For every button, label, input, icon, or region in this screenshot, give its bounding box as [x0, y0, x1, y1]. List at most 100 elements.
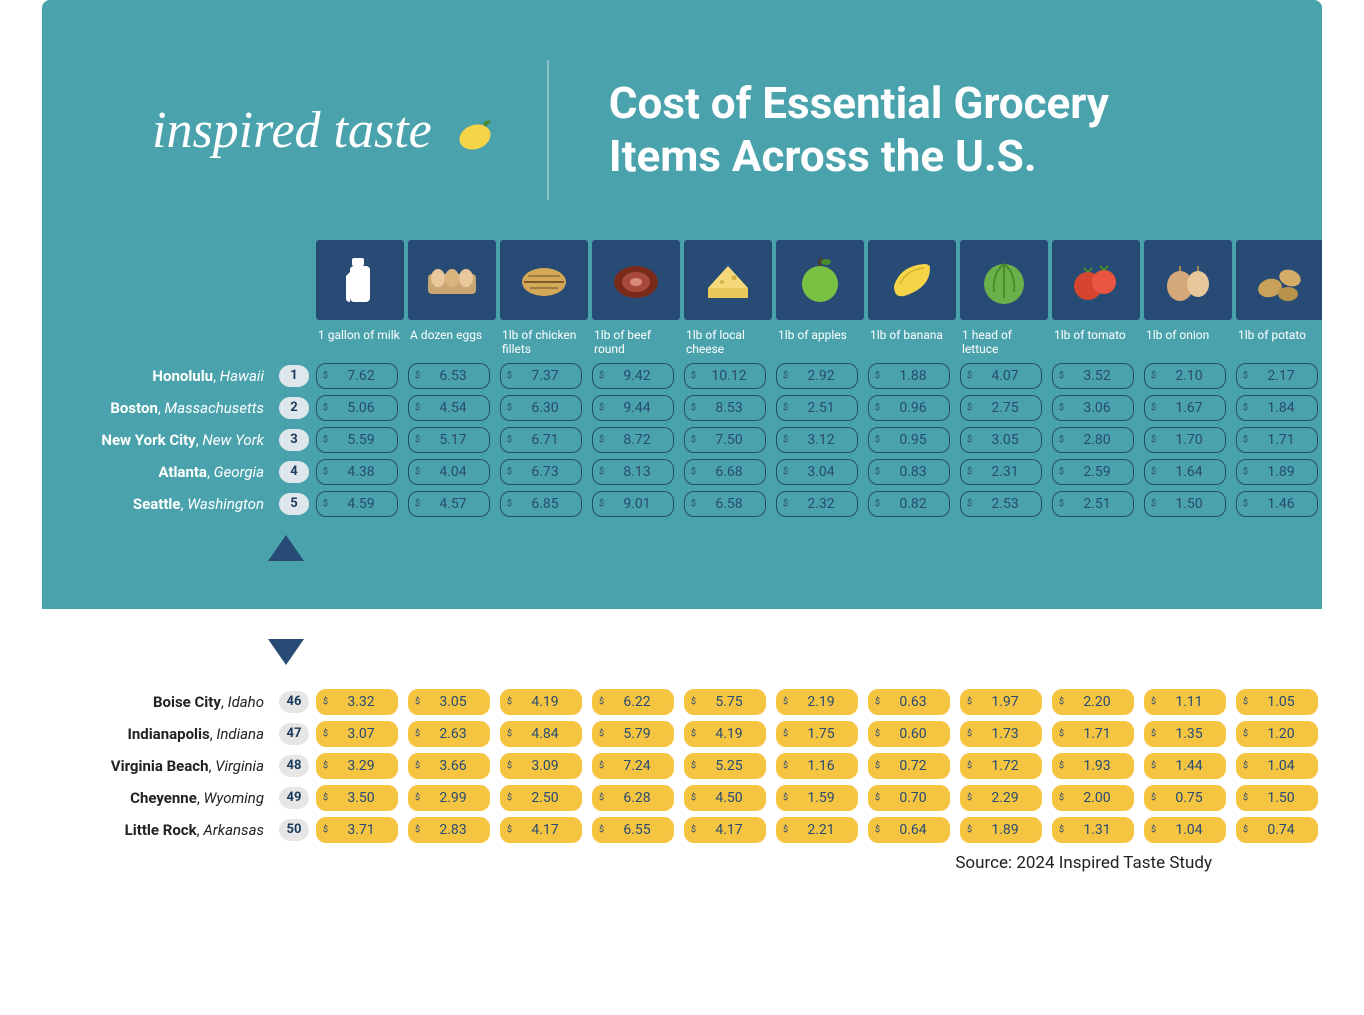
price-value: 2.21	[807, 822, 834, 838]
table-row: Honolulu, Hawaii1$7.62$6.53$7.37$9.42$10…	[42, 363, 1292, 389]
city-name: Atlanta	[158, 463, 207, 481]
price-pill: $7.37	[500, 363, 582, 389]
price-pill: $2.51	[1052, 491, 1134, 517]
price-pill: $6.71	[500, 427, 582, 453]
price-pill: $4.59	[316, 491, 398, 517]
price-pill: $1.04	[1144, 817, 1226, 843]
price-value: 2.20	[1083, 694, 1110, 710]
price-pill: $3.07	[316, 721, 398, 747]
state-name: Wyoming	[204, 789, 264, 807]
price-value: 4.17	[715, 822, 742, 838]
price-pill: $2.21	[776, 817, 858, 843]
price-pill: $4.04	[408, 459, 490, 485]
city-name: Boise City	[153, 693, 221, 711]
price-value: 3.09	[531, 758, 558, 774]
dollar-sign: $	[967, 825, 972, 835]
price-pill: $2.92	[776, 363, 858, 389]
dollar-sign: $	[507, 697, 512, 707]
dollar-sign: $	[1243, 825, 1248, 835]
price-value: 1.44	[1175, 758, 1202, 774]
rank-badge: 46	[279, 691, 309, 713]
column-header: 1lb of local cheese	[684, 240, 772, 357]
price-value: 0.60	[899, 726, 926, 742]
dollar-sign: $	[1059, 403, 1064, 413]
price-value: 3.05	[439, 694, 466, 710]
price-value: 1.04	[1267, 758, 1294, 774]
hero-section: inspired taste Cost of Essential Grocery…	[42, 0, 1322, 609]
dollar-sign: $	[599, 793, 604, 803]
milk-icon	[316, 240, 404, 320]
price-value: 1.16	[807, 758, 834, 774]
dollar-sign: $	[967, 435, 972, 445]
price-value: 2.80	[1083, 432, 1110, 448]
city-name: Seattle	[133, 495, 181, 513]
city-label: Atlanta, Georgia	[42, 463, 272, 481]
state-name: Arkansas	[203, 821, 264, 839]
price-pill: $5.59	[316, 427, 398, 453]
price-pill: $6.55	[592, 817, 674, 843]
dollar-sign: $	[507, 435, 512, 445]
price-pill: $2.29	[960, 785, 1042, 811]
price-value: 3.52	[1083, 368, 1110, 384]
price-value: 5.59	[347, 432, 374, 448]
dollar-sign: $	[1059, 371, 1064, 381]
price-pill: $2.10	[1144, 363, 1226, 389]
price-pill: $10.12	[684, 363, 766, 389]
city-label: Seattle, Washington	[42, 495, 272, 513]
column-header: 1lb of beef round	[592, 240, 680, 357]
dollar-sign: $	[415, 499, 420, 509]
price-pill: $3.04	[776, 459, 858, 485]
dollar-sign: $	[1151, 729, 1156, 739]
price-pill: $3.06	[1052, 395, 1134, 421]
column-label: 1lb of potato	[1236, 326, 1322, 356]
price-value: 1.04	[1175, 822, 1202, 838]
dollar-sign: $	[1059, 697, 1064, 707]
price-value: 6.55	[623, 822, 650, 838]
city-label: Boise City, Idaho	[42, 693, 272, 711]
dollar-sign: $	[1243, 761, 1248, 771]
price-pill: $1.75	[776, 721, 858, 747]
price-value: 3.50	[347, 790, 374, 806]
dollar-sign: $	[415, 435, 420, 445]
price-pill: $2.53	[960, 491, 1042, 517]
dollar-sign: $	[967, 499, 972, 509]
potato-icon	[1236, 240, 1322, 320]
dollar-sign: $	[1151, 467, 1156, 477]
column-header: 1 gallon of milk	[316, 240, 404, 356]
price-pill: $2.32	[776, 491, 858, 517]
city-name: Indianapolis	[127, 725, 209, 743]
state-name: Georgia	[214, 463, 264, 481]
price-value: 4.38	[347, 464, 374, 480]
dollar-sign: $	[875, 729, 880, 739]
dollar-sign: $	[599, 697, 604, 707]
price-pill: $2.31	[960, 459, 1042, 485]
dollar-sign: $	[1243, 435, 1248, 445]
lemon-icon	[453, 113, 497, 157]
dollar-sign: $	[1059, 825, 1064, 835]
price-pill: $6.85	[500, 491, 582, 517]
price-value: 5.79	[623, 726, 650, 742]
price-pill: $1.73	[960, 721, 1042, 747]
price-pill: $1.72	[960, 753, 1042, 779]
table-row: Little Rock, Arkansas50$3.71$2.83$4.17$6…	[42, 817, 1262, 843]
city-name: Cheyenne	[130, 789, 197, 807]
price-value: 6.85	[531, 496, 558, 512]
price-pill: $1.71	[1052, 721, 1134, 747]
price-value: 8.72	[623, 432, 650, 448]
dollar-sign: $	[507, 371, 512, 381]
price-pill: $2.80	[1052, 427, 1134, 453]
rank-badge: 4	[279, 461, 309, 483]
dollar-sign: $	[875, 761, 880, 771]
brand-logo: inspired taste	[152, 101, 547, 160]
price-pill: $1.44	[1144, 753, 1226, 779]
price-value: 4.19	[531, 694, 558, 710]
state-name: Washington	[187, 495, 264, 513]
price-pill: $0.95	[868, 427, 950, 453]
city-label: Boston, Massachusetts	[42, 399, 272, 417]
price-value: 0.64	[899, 822, 926, 838]
dollar-sign: $	[507, 729, 512, 739]
dollar-sign: $	[415, 729, 420, 739]
price-pill: $5.25	[684, 753, 766, 779]
price-value: 6.28	[623, 790, 650, 806]
price-pill: $1.89	[1236, 459, 1318, 485]
